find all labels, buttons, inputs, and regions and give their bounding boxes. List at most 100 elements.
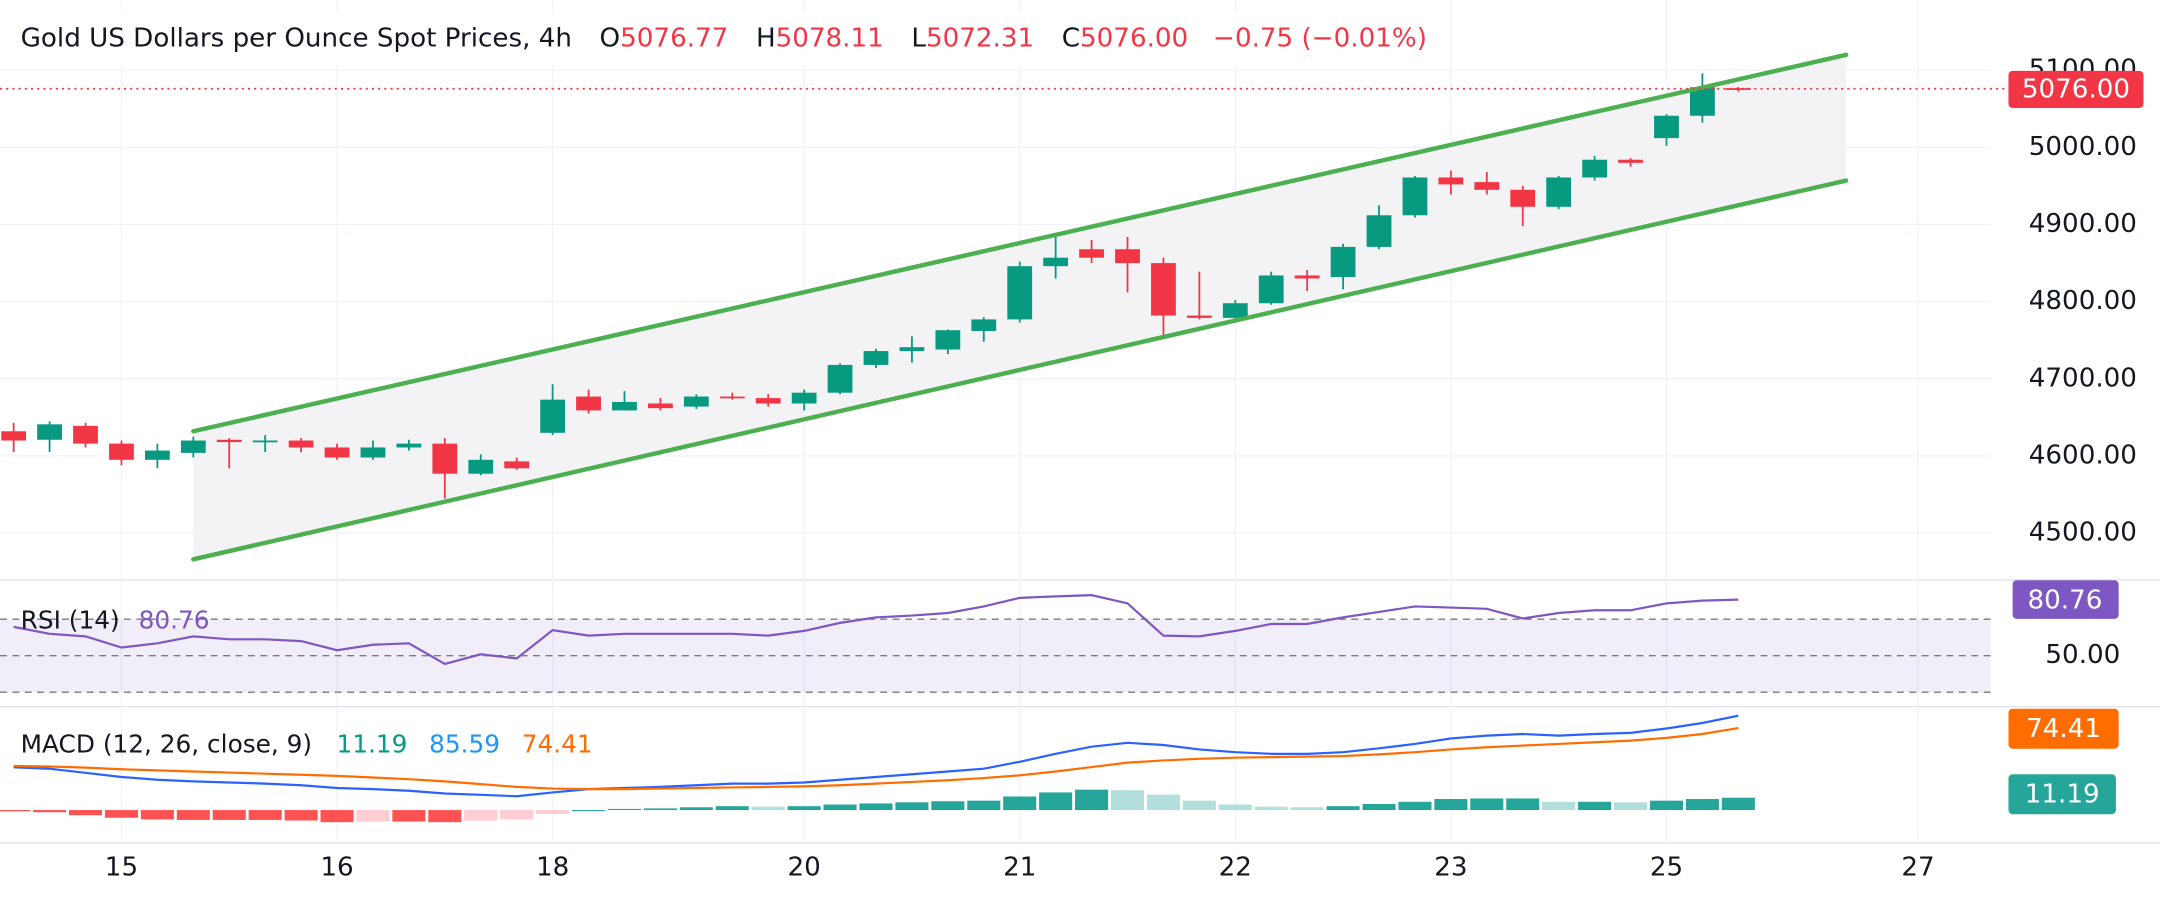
- hist-label-box: [2008, 774, 2116, 815]
- candle-body: [1366, 215, 1392, 247]
- histogram-bar: [1506, 798, 1540, 811]
- histogram-bar: [1218, 804, 1252, 811]
- y-tick-label: 4500.00: [2029, 518, 2137, 548]
- histogram-bar: [643, 808, 677, 811]
- x-tick-label: 20: [787, 852, 820, 882]
- candle-body: [324, 447, 350, 458]
- candle-body: [612, 401, 637, 411]
- histogram-bar: [248, 810, 282, 820]
- y-tick-label: 4700.00: [2029, 363, 2137, 393]
- candle-body: [1115, 249, 1140, 264]
- candle-body: [1654, 115, 1679, 139]
- candle-body: [1294, 275, 1320, 279]
- signal-label-box: [2008, 708, 2119, 749]
- candle-body: [1186, 315, 1212, 318]
- candle-body: [180, 440, 206, 453]
- histogram-bar: [679, 807, 713, 811]
- histogram-bar: [1542, 801, 1576, 811]
- signal-label: 74.41: [2026, 714, 2101, 744]
- header: Gold US Dollars per Ounce Spot Prices, 4…: [21, 23, 1427, 53]
- y-tick-label: 4900.00: [2029, 209, 2137, 239]
- rsi-label-box: [2012, 580, 2119, 619]
- macd-value: 85.59: [429, 729, 500, 758]
- candle-body: [1474, 182, 1500, 190]
- x-tick-label: 23: [1434, 852, 1467, 882]
- hist-label: 11.19: [2025, 779, 2100, 809]
- histogram-bar: [787, 806, 821, 811]
- histogram-bar: [895, 802, 929, 811]
- histogram-bar: [1110, 790, 1145, 811]
- signal-line: [13, 726, 1739, 791]
- histogram-bar: [967, 800, 1001, 811]
- histogram-bar: [284, 810, 318, 821]
- y-tick-label: 4600.00: [2029, 440, 2137, 470]
- legend-key: O: [600, 23, 621, 53]
- histogram-bar: [1362, 803, 1396, 811]
- histogram-bar: [320, 810, 354, 823]
- rsi-value: 80.76: [139, 605, 210, 634]
- legend-key: H: [756, 23, 776, 53]
- histogram-bar: [1146, 794, 1180, 811]
- candle-body: [899, 347, 925, 352]
- candle-body: [360, 447, 386, 458]
- candle-body: [1546, 177, 1572, 207]
- candle-body: [1438, 177, 1464, 185]
- candle-body: [504, 461, 530, 469]
- legend-value: 5072.31: [926, 23, 1034, 53]
- candle-body: [1, 431, 27, 441]
- histogram-bar: [500, 810, 534, 820]
- candle-body: [216, 439, 242, 443]
- rsi-legend: RSI (14) 80.76: [21, 605, 210, 634]
- histogram-bar: [536, 810, 570, 814]
- candle-body: [1079, 249, 1104, 258]
- candle-body: [1043, 257, 1069, 267]
- histogram-bar: [356, 810, 390, 822]
- x-tick-label: 27: [1901, 852, 1934, 882]
- histogram-bar: [715, 806, 749, 811]
- histogram-bar: [1434, 799, 1468, 811]
- histogram-bar: [607, 808, 642, 811]
- y-tick-label: 50.00: [2045, 640, 2120, 670]
- x-tick-label: 16: [320, 852, 353, 882]
- candle-body: [935, 330, 961, 350]
- y-tick-label: 5000.00: [2029, 132, 2137, 162]
- legend-value: 5076.00: [1080, 23, 1188, 53]
- change: −0.75 (−0.01%): [1213, 23, 1427, 53]
- candle-body: [1258, 275, 1284, 304]
- candle-body: [576, 396, 601, 411]
- legend-bg: [0, 11, 1378, 67]
- candle-body: [288, 440, 314, 448]
- candle-body: [755, 398, 781, 404]
- hist-value: 11.19: [337, 729, 408, 758]
- candle-body: [1402, 177, 1428, 216]
- price-label: 5076.00: [2022, 75, 2130, 105]
- histogram-bar: [1039, 792, 1073, 811]
- histogram-bar: [1254, 806, 1288, 811]
- histogram-bar: [1290, 807, 1324, 811]
- candle-body: [109, 443, 134, 460]
- histogram-bar: [1075, 789, 1109, 811]
- trendline: [191, 178, 1849, 562]
- histogram-bar: [392, 810, 426, 822]
- histogram-bar: [1003, 796, 1037, 811]
- histogram-bar: [1649, 800, 1683, 811]
- candle-body: [863, 351, 889, 365]
- signal-value: 74.41: [522, 729, 593, 758]
- histogram-bar: [1721, 797, 1755, 811]
- rsi-label: 80.76: [2028, 585, 2103, 615]
- histogram-bar: [859, 803, 893, 811]
- candle-body: [791, 392, 817, 404]
- candle-body: [1618, 159, 1643, 163]
- candle-body: [432, 443, 458, 474]
- macd-legend: MACD (12, 26, close, 9) 11.19 85.59 74.4…: [21, 729, 593, 758]
- histogram-bar: [1182, 800, 1216, 811]
- candle-body: [1510, 189, 1536, 207]
- macd-line: [13, 714, 1739, 798]
- x-tick-label: 15: [105, 852, 138, 882]
- candle-body: [37, 424, 62, 440]
- y-tick-label: 4800.00: [2029, 286, 2137, 316]
- legend-value: 5076.77: [620, 23, 728, 53]
- legend-value: 5078.11: [776, 23, 884, 53]
- candle-body: [1582, 159, 1608, 178]
